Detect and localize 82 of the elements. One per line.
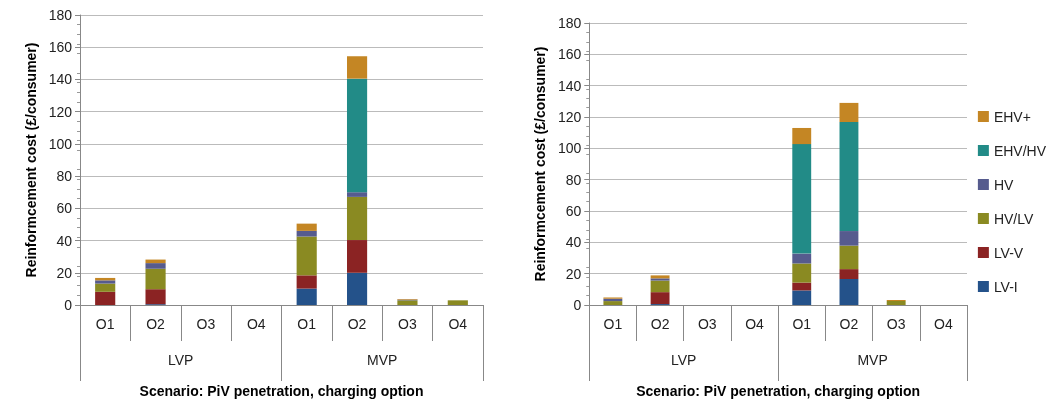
bar	[296, 223, 317, 231]
y-tick-label: 180	[557, 15, 582, 31]
bar	[650, 292, 670, 305]
x-axis-title: Scenario: PiV penetration, charging option	[636, 383, 921, 399]
y-tick-label: 160	[557, 46, 582, 63]
legend-label: HV	[993, 176, 1014, 193]
bar	[839, 231, 859, 246]
x-tick-label: O2	[839, 316, 859, 332]
bar	[447, 300, 468, 305]
legend-label: EHV+	[993, 108, 1031, 125]
y-tick-label: 0	[573, 297, 582, 313]
y-axis-title: Reinformcement cost (£/consumer)	[22, 42, 39, 278]
x-tick-label: O3	[398, 316, 417, 332]
x-tick-label: O2	[146, 316, 166, 332]
y-tick-label: 100	[557, 140, 582, 157]
y-tick-label: 20	[56, 264, 73, 281]
bar	[145, 263, 166, 269]
y-tick-label: 180	[48, 7, 73, 23]
bar	[839, 122, 859, 232]
y-axis-title: Reinformcement cost (£/consumer)	[532, 46, 548, 282]
bar	[792, 127, 812, 145]
x-tick-label: O2	[650, 316, 670, 332]
bar	[839, 102, 859, 123]
bar	[792, 144, 812, 254]
bar	[346, 78, 368, 193]
legend-label: LV-V	[993, 244, 1024, 261]
y-tick-label: 40	[56, 232, 73, 249]
y-tick-label: 80	[565, 171, 582, 188]
y-tick-label: 80	[56, 168, 73, 185]
x-tick-label: O4	[448, 316, 468, 332]
x-tick-label: O3	[886, 316, 906, 332]
legend-label: LV-I	[993, 278, 1018, 295]
y-tick-label: 120	[48, 103, 73, 120]
x-tick-label: O1	[792, 316, 812, 332]
x-tick-label: O1	[95, 316, 115, 332]
text: LVP	[168, 352, 194, 368]
bar	[346, 240, 368, 273]
bar	[296, 275, 317, 289]
bar	[145, 268, 166, 290]
bar	[296, 236, 317, 276]
x-axis-title: Scenario: PiV penetration, charging option	[139, 383, 424, 399]
x-tick-label: O4	[934, 316, 953, 332]
bar	[650, 280, 670, 293]
bar	[792, 282, 812, 291]
bar	[145, 289, 166, 305]
y-tick-label: 160	[48, 39, 73, 56]
y-tick-label: 60	[565, 203, 582, 219]
bar	[296, 288, 317, 305]
x-tick-label: O1	[297, 316, 317, 332]
bar	[792, 290, 812, 305]
y-tick-label: 120	[557, 109, 582, 125]
y-tick-label: 20	[565, 265, 582, 282]
text: MVP	[367, 352, 398, 368]
bar	[95, 283, 116, 292]
y-tick-label: 0	[64, 297, 73, 313]
legend-label: HV/LV	[993, 210, 1034, 227]
bar	[296, 230, 317, 237]
x-tick-label: O1	[603, 316, 623, 332]
y-tick-label: 100	[48, 135, 73, 152]
bar	[397, 300, 418, 305]
y-tick-label: 140	[557, 77, 582, 94]
legend-label: EHV/HV	[993, 142, 1047, 159]
x-tick-label: O4	[745, 316, 765, 332]
bar	[346, 192, 368, 197]
x-tick-label: O3	[697, 316, 717, 332]
bar	[346, 272, 368, 305]
bar	[95, 291, 116, 305]
y-tick-label: 140	[48, 71, 73, 88]
y-tick-label: 60	[56, 200, 73, 217]
bar	[839, 245, 859, 270]
bar	[839, 269, 859, 279]
text: MVP	[857, 352, 888, 368]
bar	[792, 263, 812, 283]
x-tick-label: O2	[347, 316, 367, 332]
x-tick-label: O4	[246, 316, 266, 332]
y-tick-label: 40	[565, 234, 582, 251]
bar	[346, 196, 368, 241]
bar	[346, 56, 368, 79]
bar	[839, 278, 859, 305]
x-tick-label: O3	[196, 316, 216, 332]
text: LVP	[670, 352, 697, 368]
bar	[792, 253, 812, 264]
